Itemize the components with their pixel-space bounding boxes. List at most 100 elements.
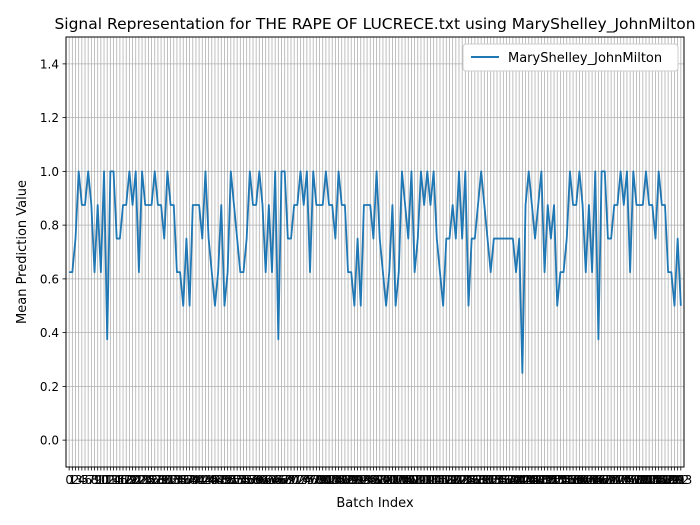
x-tick-label: 46 xyxy=(207,473,222,487)
x-tick-label: 19 xyxy=(122,473,137,487)
x-tick-label: 161 xyxy=(568,473,591,487)
x-tick-label: 189 xyxy=(657,473,680,487)
x-tick-label: 171 xyxy=(600,473,623,487)
x-tick-label: 54 xyxy=(233,473,248,487)
x-tick-label: 167 xyxy=(587,473,610,487)
x-tick-label: 37 xyxy=(179,473,194,487)
x-tick-label: 41 xyxy=(191,473,206,487)
x-tick-label: 16 xyxy=(112,473,127,487)
x-tick-label: 31 xyxy=(160,473,175,487)
x-tick-label: 181 xyxy=(631,473,654,487)
x-tick-label: 119 xyxy=(435,473,458,487)
x-tick-label: 18 xyxy=(119,473,134,487)
x-tick-label: 180 xyxy=(628,473,651,487)
y-tick-label: 1.2 xyxy=(40,111,59,125)
x-tick-label: 187 xyxy=(650,473,673,487)
x-tick-label: 175 xyxy=(612,473,635,487)
x-tick-label: 26 xyxy=(144,473,159,487)
x-tick-label: 184 xyxy=(641,473,664,487)
x-tick-label: 75 xyxy=(299,473,314,487)
x-tick-label: 178 xyxy=(622,473,645,487)
x-tick-label: 83 xyxy=(325,473,340,487)
x-tick-label: 131 xyxy=(473,473,496,487)
x-axis-label: Batch Index xyxy=(336,496,414,511)
x-tick-label: 177 xyxy=(619,473,642,487)
x-tick-label: 13 xyxy=(103,473,118,487)
x-tick-label: 14 xyxy=(106,473,121,487)
x-tick-label: 5 xyxy=(81,473,89,487)
x-tick-label: 186 xyxy=(647,473,670,487)
x-tick-label: 162 xyxy=(571,473,594,487)
x-axis-ticks: 0123456789101112131415161718192021222324… xyxy=(65,467,692,487)
plot-frame xyxy=(65,36,685,468)
x-tick-label: 191 xyxy=(663,473,686,487)
x-tick-label: 62 xyxy=(258,473,273,487)
y-axis-label: Mean Prediction Value xyxy=(15,180,30,324)
x-gridlines xyxy=(68,37,682,467)
x-tick-label: 192 xyxy=(666,473,689,487)
x-tick-label: 104 xyxy=(387,473,410,487)
x-tick-label: 112 xyxy=(413,473,436,487)
x-tick-label: 169 xyxy=(593,473,616,487)
x-tick-label: 144 xyxy=(514,473,537,487)
x-tick-label: 185 xyxy=(644,473,667,487)
x-tick-label: 21 xyxy=(128,473,143,487)
x-tick-label: 163 xyxy=(574,473,597,487)
x-tick-label: 66 xyxy=(271,473,286,487)
x-tick-label: 106 xyxy=(394,473,417,487)
x-tick-label: 118 xyxy=(432,473,455,487)
x-tick-label: 143 xyxy=(511,473,534,487)
y-tick-label: 1.4 xyxy=(40,57,59,71)
x-tick-label: 140 xyxy=(501,473,524,487)
x-tick-label: 135 xyxy=(486,473,509,487)
x-tick-label: 132 xyxy=(476,473,499,487)
x-tick-label: 190 xyxy=(660,473,683,487)
x-tick-label: 76 xyxy=(302,473,317,487)
x-tick-label: 94 xyxy=(359,473,374,487)
x-tick-label: 105 xyxy=(390,473,413,487)
x-tick-label: 166 xyxy=(584,473,607,487)
x-tick-label: 96 xyxy=(366,473,381,487)
x-tick-label: 40 xyxy=(188,473,203,487)
x-tick-label: 8 xyxy=(91,473,99,487)
x-tick-label: 38 xyxy=(182,473,197,487)
x-tick-label: 78 xyxy=(309,473,324,487)
x-tick-label: 27 xyxy=(147,473,162,487)
x-tick-label: 147 xyxy=(524,473,547,487)
x-tick-label: 80 xyxy=(315,473,330,487)
x-tick-label: 1 xyxy=(69,473,77,487)
x-tick-label: 84 xyxy=(328,473,343,487)
x-tick-label: 57 xyxy=(242,473,257,487)
x-tick-label: 72 xyxy=(290,473,305,487)
x-tick-label: 43 xyxy=(198,473,213,487)
x-tick-label: 113 xyxy=(416,473,439,487)
x-tick-label: 159 xyxy=(562,473,585,487)
x-tick-label: 44 xyxy=(201,473,216,487)
y-axis-ticks: 0.0 0.2 0.4 0.6 0.8 1.0 1.2 1.4 xyxy=(40,57,66,448)
x-tick-label: 3 xyxy=(75,473,83,487)
x-tick-label: 23 xyxy=(134,473,149,487)
x-tick-label: 142 xyxy=(508,473,531,487)
x-tick-label: 116 xyxy=(425,473,448,487)
x-tick-label: 111 xyxy=(410,473,433,487)
x-tick-label: 95 xyxy=(363,473,378,487)
x-tick-label: 183 xyxy=(638,473,661,487)
x-tick-label: 51 xyxy=(223,473,238,487)
x-tick-label: 188 xyxy=(654,473,677,487)
x-tick-label: 126 xyxy=(457,473,480,487)
x-tick-label: 53 xyxy=(229,473,244,487)
x-tick-label: 122 xyxy=(444,473,467,487)
x-tick-label: 25 xyxy=(141,473,156,487)
x-tick-label: 124 xyxy=(451,473,474,487)
y-tick-label: 0.8 xyxy=(40,219,59,233)
x-tick-label: 33 xyxy=(166,473,181,487)
x-tick-label: 88 xyxy=(340,473,355,487)
x-tick-label: 32 xyxy=(163,473,178,487)
legend: MaryShelley_JohnMilton xyxy=(462,43,679,72)
chart-title: Signal Representation for THE RAPE OF LU… xyxy=(54,15,695,34)
x-tick-label: 69 xyxy=(280,473,295,487)
x-tick-label: 86 xyxy=(334,473,349,487)
x-tick-label: 47 xyxy=(210,473,225,487)
x-tick-label: 100 xyxy=(375,473,398,487)
y-tick-label: 0.4 xyxy=(40,326,59,340)
